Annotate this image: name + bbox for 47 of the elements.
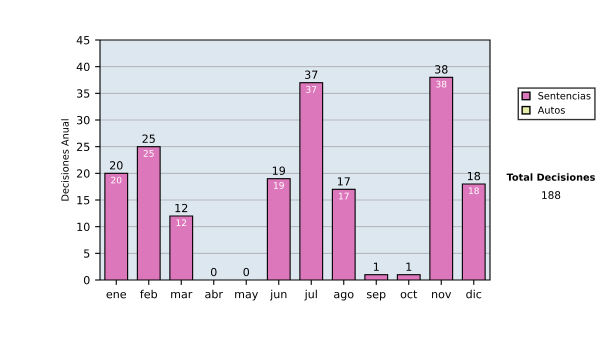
x-tick-label: ago — [334, 292, 354, 300]
data-label: 19 — [274, 182, 284, 189]
text: 188 — [542, 191, 560, 200]
x-tick-label: nov — [432, 292, 452, 298]
total-label: 20 — [110, 161, 123, 170]
x-tick-label: abr — [205, 290, 223, 298]
data-label: 18 — [469, 187, 479, 194]
x-tick-label: dic — [466, 290, 482, 298]
x-tick-label: may — [235, 292, 258, 300]
total-label: 17 — [338, 177, 350, 186]
legend-label: Sentencias — [538, 92, 591, 100]
total-label: 38 — [435, 65, 448, 74]
x-tick-label: sep — [367, 292, 386, 300]
total-label: 1 — [406, 262, 412, 271]
total-label: 18 — [468, 172, 480, 180]
y-tick-label: 10 — [77, 222, 90, 232]
total-label: 37 — [305, 70, 318, 79]
total-label: 0 — [210, 268, 217, 276]
data-label: 25 — [144, 150, 154, 157]
x-tick-label: mar — [171, 292, 192, 298]
y-tick-label: 15 — [77, 196, 90, 204]
data-label: 38 — [436, 80, 446, 88]
legend-label: Autos — [538, 106, 565, 114]
total-label: 25 — [142, 134, 155, 143]
x-tick-label: feb — [140, 290, 158, 298]
total-label: 1 — [374, 262, 379, 271]
total-label: 12 — [175, 204, 188, 212]
data-label: 37 — [306, 86, 316, 93]
y-axis-title: Decisiones Anual — [61, 119, 69, 201]
data-label: 12 — [176, 219, 186, 226]
x-tick-label: oct — [400, 290, 418, 298]
y-tick-label: 30 — [76, 116, 90, 124]
x-tick-label: ene — [106, 292, 126, 298]
x-tick-label: jul — [304, 290, 317, 300]
y-tick-label: 40 — [76, 62, 90, 72]
y-tick-label: 5 — [84, 249, 90, 258]
y-tick-label: 20 — [76, 169, 90, 178]
y-tick-label: 0 — [84, 276, 90, 284]
text: Total Decisiones — [506, 173, 595, 181]
total-label: 0 — [243, 268, 250, 276]
total-label: 19 — [272, 166, 286, 175]
y-tick-label: 35 — [76, 89, 90, 98]
x-tick-label: jun — [270, 290, 286, 300]
data-label: 20 — [111, 176, 122, 184]
y-tick-label: 25 — [76, 142, 90, 152]
y-tick-label: 45 — [76, 36, 90, 44]
data-label: 17 — [339, 192, 349, 200]
